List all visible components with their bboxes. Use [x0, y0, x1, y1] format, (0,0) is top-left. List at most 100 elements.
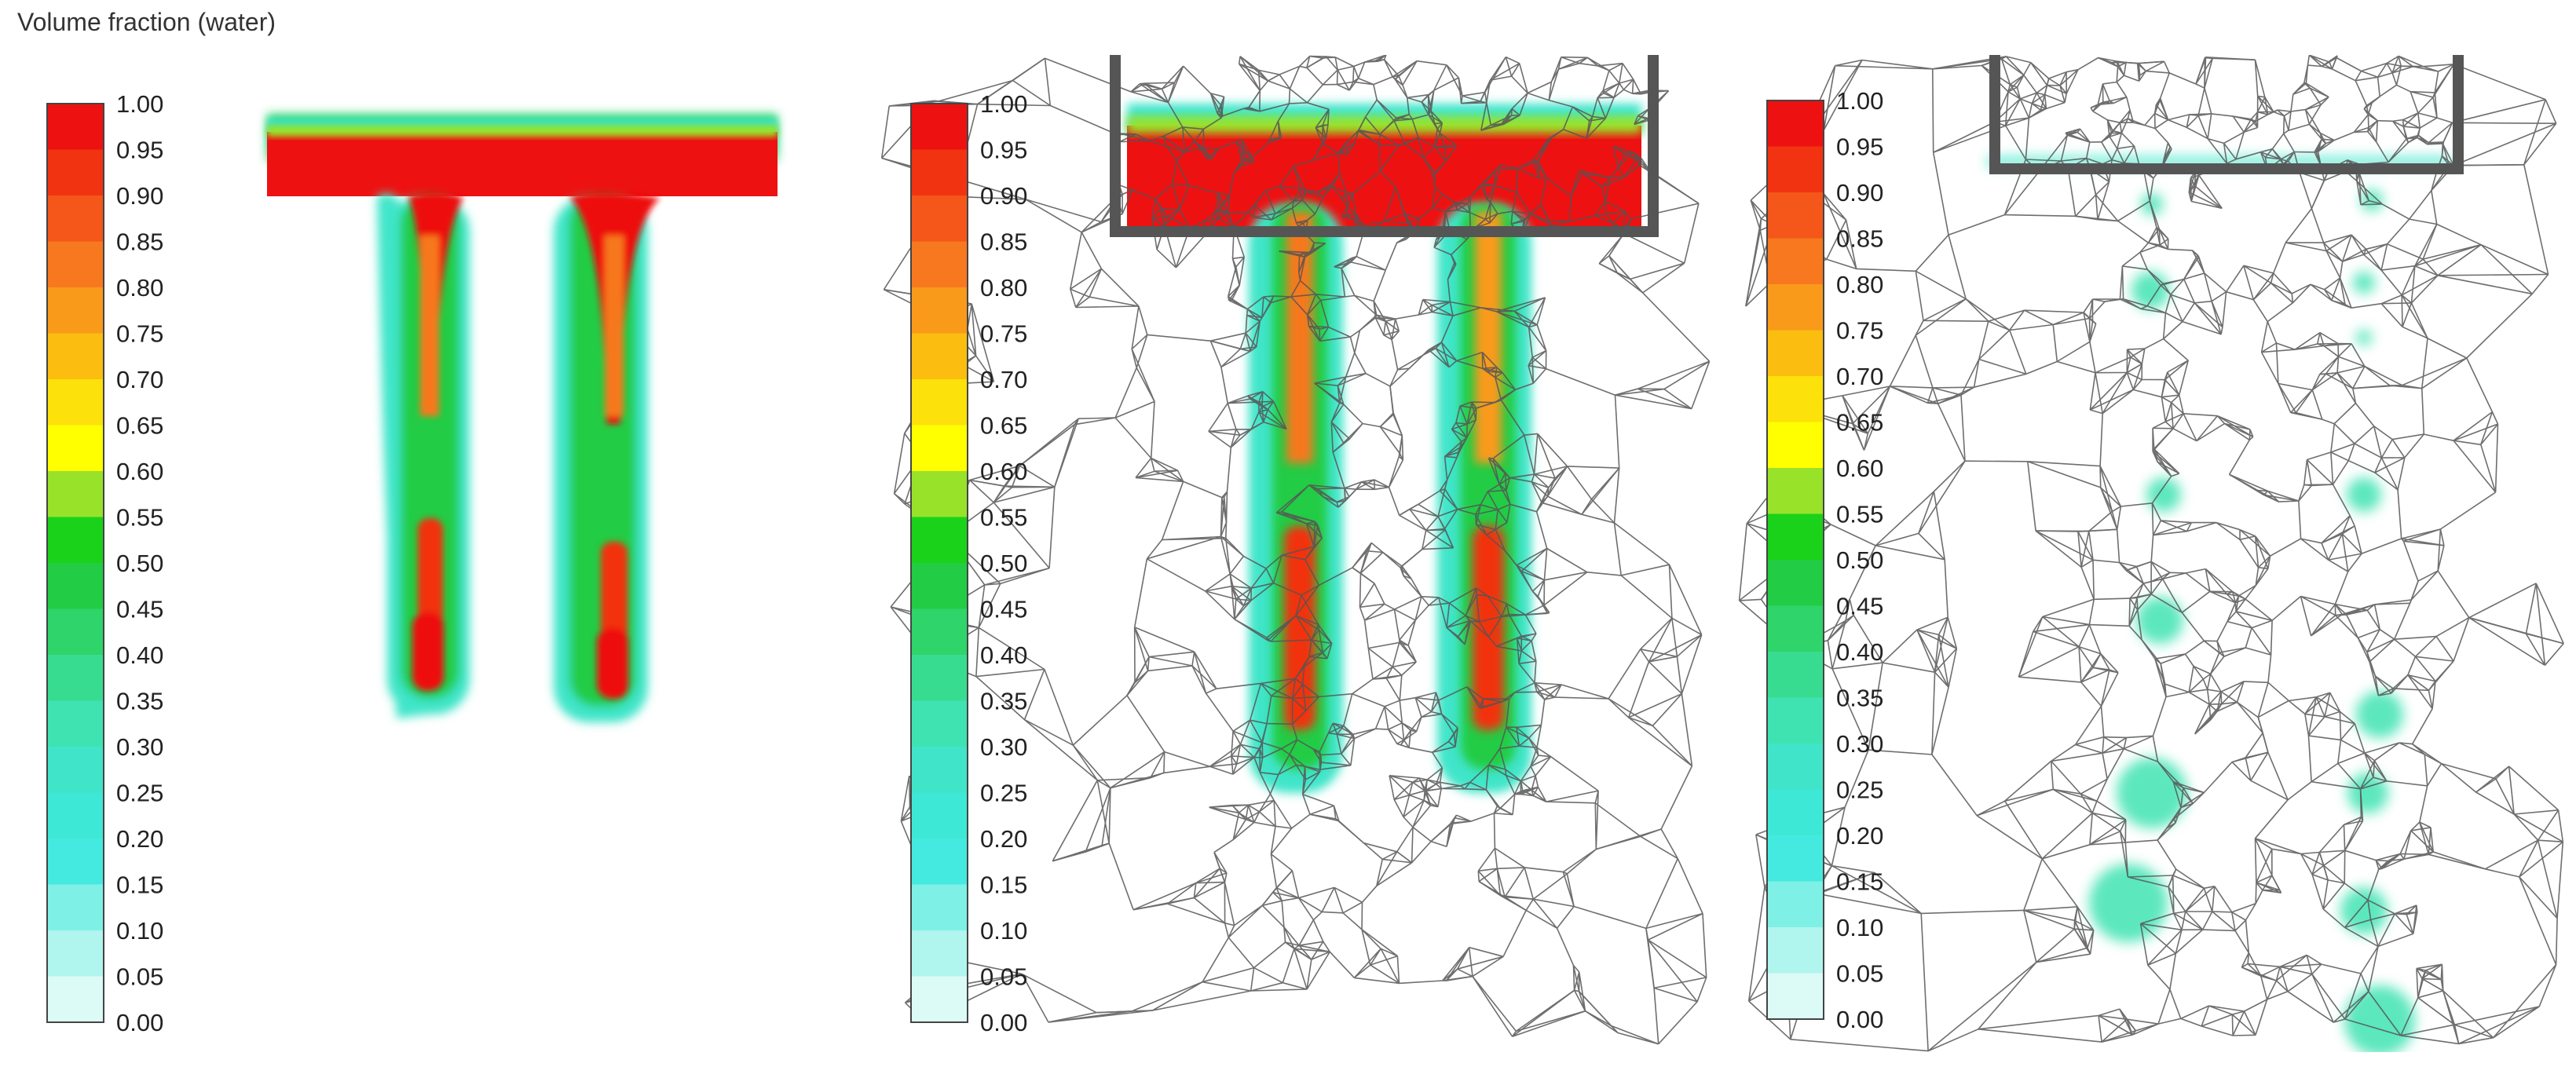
colorbar-tick-label: 0.95	[116, 137, 163, 164]
volume-fraction-field-panel: 1.00 0.95 0.90 0.85 0.80 0.75 0.70 0.65 0.60 0.55…	[0, 0, 856, 1067]
colorbar-tick-label: 0.50	[980, 550, 1027, 577]
colorbar-tick-label: 0.25	[116, 780, 163, 807]
colorbar-band	[1767, 146, 1824, 193]
colorbar-tick-label: 0.60	[980, 458, 1027, 485]
colorbar-band	[911, 149, 968, 196]
colorbar-tick-label: 0.60	[1836, 455, 1883, 482]
colorbar-tick-label: 0.30	[1836, 730, 1883, 758]
colorbar-band	[911, 471, 968, 517]
colorbar-band	[1767, 927, 1824, 974]
colorbar-tick-label: 0.75	[980, 320, 1027, 348]
colorbar-tick-label: 0.35	[980, 688, 1027, 715]
colorbar-band	[47, 930, 104, 977]
colorbar-tick-label: 1.00	[980, 90, 1027, 118]
colorbar-tick-label: 0.70	[116, 366, 163, 393]
colorbar-1: 1.00 0.95 0.90 0.85 0.80 0.75 0.70 0.65 0.60 0.55…	[46, 90, 163, 1036]
colorbar-tick-label: 0.40	[116, 641, 163, 669]
colorbar-band	[911, 195, 968, 242]
colorbar-tick-label: 0.85	[1836, 225, 1883, 253]
colorbar-band	[1767, 835, 1824, 882]
colorbar-tick-label: 0.80	[980, 274, 1027, 301]
colorbar-band	[911, 884, 968, 931]
colorbar-tick-label: 0.65	[980, 412, 1027, 440]
colorbar-band	[1767, 513, 1824, 561]
colorbar-frame	[910, 103, 968, 1023]
colorbar-band	[47, 425, 104, 472]
colorbar-band	[1767, 560, 1824, 606]
colorbar-tick-label: 1.00	[1836, 87, 1883, 115]
colorbar-band	[1767, 881, 1824, 928]
colorbar-band	[47, 976, 104, 1023]
colorbar-band	[1767, 100, 1824, 147]
colorbar-band	[47, 884, 104, 931]
colorbar-tick-label: 0.05	[116, 963, 163, 991]
colorbar-3: 1.00 0.95 0.90 0.85 0.80 0.75 0.70 0.65 0.60 0.55…	[1766, 87, 1883, 1033]
volume-fraction-mesh-panel-2: 1.00 0.95 0.90 0.85 0.80 0.75 0.70 0.65 0.60 0.55…	[1736, 55, 2568, 1052]
colorbar-band	[1767, 238, 1824, 285]
colorbar-tick-label: 0.70	[980, 366, 1027, 393]
colorbar-tick-label: 0.90	[980, 182, 1027, 210]
colorbar-tick-label: 0.00	[1836, 1006, 1883, 1033]
colorbar-band	[47, 287, 104, 334]
colorbar-tick-label: 0.35	[1836, 685, 1883, 712]
colorbar-tick-label: 0.85	[980, 228, 1027, 256]
colorbar-band	[1767, 744, 1824, 790]
colorbar-tick-label: 0.25	[980, 780, 1027, 807]
colorbar-band	[911, 333, 968, 380]
colorbar-tick-label: 0.75	[1836, 317, 1883, 345]
colorbar-tick-label: 0.00	[116, 1009, 163, 1036]
colorbar-tick-label: 0.65	[1836, 409, 1883, 437]
colorbar-band	[1767, 652, 1824, 698]
colorbar-band	[1767, 422, 1824, 469]
colorbar-band	[1767, 192, 1824, 239]
volume-fraction-mesh-panel-1: 1.00 0.95 0.90 0.85 0.80 0.75 0.70 0.65 0.60 0.55…	[880, 55, 1712, 1052]
colorbar-tick-label: 0.50	[1836, 546, 1883, 574]
colorbar-tick-label: 0.00	[980, 1009, 1027, 1036]
colorbar-tick-label: 0.05	[1836, 960, 1883, 988]
colorbar-band	[911, 287, 968, 334]
colorbar-band	[47, 104, 104, 150]
colorbar-band	[911, 517, 968, 564]
colorbar-band	[47, 700, 104, 747]
colorbar-tick-label: 0.65	[116, 412, 163, 440]
colorbar-band	[1767, 376, 1824, 422]
colorbar-band	[911, 930, 968, 977]
mesh	[880, 55, 1711, 1045]
colorbar-tick-label: 0.45	[1836, 593, 1883, 620]
colorbar-band	[1767, 468, 1824, 514]
colorbar-2: 1.00 0.95 0.90 0.85 0.80 0.75 0.70 0.65 0.60 0.55…	[910, 90, 1027, 1036]
colorbar-tick-label: 0.10	[116, 917, 163, 945]
colorbar-tick-label: 0.30	[980, 733, 1027, 761]
water-field	[267, 114, 778, 722]
colorbar-tick-label: 0.45	[980, 596, 1027, 623]
colorbar-band	[911, 379, 968, 426]
colorbar-band	[1767, 973, 1824, 1020]
colorbar-tick-label: 0.95	[980, 137, 1027, 164]
colorbar-band	[911, 976, 968, 1023]
colorbar-band	[47, 333, 104, 380]
colorbar-tick-label: 0.40	[1836, 638, 1883, 666]
colorbar-band	[47, 379, 104, 426]
water-field	[1127, 104, 1641, 793]
colorbar-band	[911, 104, 968, 150]
colorbar-tick-label: 0.90	[1836, 179, 1883, 206]
colorbar-band	[1767, 330, 1824, 377]
colorbar-band	[47, 241, 104, 288]
colorbar-tick-label: 0.55	[116, 504, 163, 532]
colorbar-tick-label: 0.75	[116, 320, 163, 348]
colorbar-band	[47, 655, 104, 701]
colorbar-title: Volume fraction (water)	[17, 8, 276, 36]
colorbar-band	[47, 839, 104, 885]
colorbar-tick-label: 0.15	[1836, 868, 1883, 896]
colorbar-tick-label: 0.80	[1836, 271, 1883, 298]
colorbar-band	[47, 471, 104, 517]
colorbar-band	[1767, 789, 1824, 836]
colorbar-tick-label: 0.45	[116, 596, 163, 623]
colorbar-tick-label: 0.05	[980, 963, 1027, 991]
colorbar-band	[47, 517, 104, 564]
colorbar-band	[1767, 284, 1824, 331]
colorbar-band	[47, 608, 104, 656]
colorbar-tick-label: 0.90	[116, 182, 163, 210]
colorbar-tick-label: 0.10	[980, 917, 1027, 945]
colorbar-tick-label: 0.85	[116, 228, 163, 256]
